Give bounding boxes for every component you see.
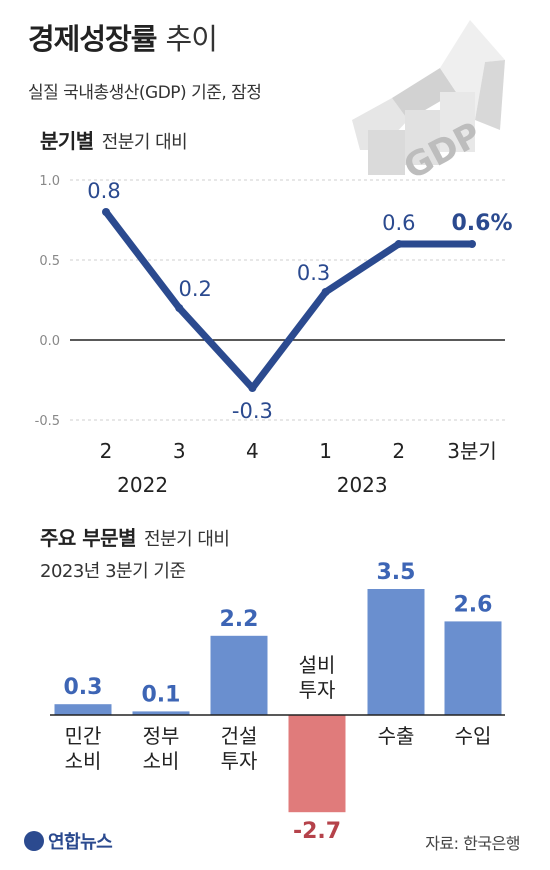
bar: [132, 711, 190, 715]
bar-chart-note: 전분기 대비: [143, 529, 230, 550]
year-label: 2023: [337, 473, 388, 497]
bar-chart-basis: 2023년 3분기 기준: [40, 561, 186, 582]
bar: [210, 635, 268, 715]
y-tick-label: 0.5: [39, 254, 60, 269]
footer-source: 자료: 한국은행: [425, 834, 520, 853]
data-label: 0.8: [87, 179, 120, 203]
title-suffix: 추이: [165, 22, 218, 56]
x-tick-label: 4: [246, 439, 259, 463]
bar: [54, 704, 112, 715]
line-chart-header: 분기별 전분기 대비: [40, 125, 188, 154]
data-label: 0.6: [382, 211, 415, 235]
data-point: [321, 288, 330, 296]
line-chart-title: 분기별: [40, 129, 94, 153]
category-label: 건설: [221, 724, 258, 748]
footer-logo: 연합뉴스: [24, 828, 113, 854]
category-label: 소비: [65, 749, 102, 773]
y-tick-label: -0.5: [35, 414, 60, 429]
category-label: 소비: [143, 749, 180, 773]
category-label: 수입: [455, 724, 492, 748]
bar-value-label: -2.7: [293, 819, 341, 844]
category-label: 정부: [143, 724, 180, 748]
x-tick-label: 1: [319, 439, 332, 463]
category-label: 투자: [299, 678, 336, 702]
data-point: [248, 384, 257, 392]
bar-chart-title: 주요 부문별: [40, 526, 136, 550]
series-line: [102, 208, 476, 392]
data-point: [102, 208, 110, 216]
title-text: 경제성장률: [28, 22, 157, 56]
year-label: 2022: [117, 473, 168, 497]
line-chart-note: 전분기 대비: [101, 132, 188, 153]
data-label: 0.3: [297, 261, 330, 285]
yonhap-logo-icon: [24, 831, 44, 851]
data-point: [175, 304, 184, 312]
category-label: 투자: [221, 749, 258, 773]
bar-value-label: 0.1: [142, 682, 181, 707]
bar-value-label: 2.6: [454, 592, 493, 617]
x-tick-label: 3분기: [447, 439, 497, 463]
bar: [444, 621, 502, 715]
bar-value-label: 2.2: [220, 607, 259, 632]
page-subtitle: 실질 국내총생산(GDP) 기준, 잠정: [28, 83, 262, 103]
bar-chart-header: 주요 부문별 전분기 대비: [40, 522, 230, 551]
bar-value-label: 0.3: [64, 675, 103, 700]
bar: [288, 715, 346, 813]
data-label: 0.2: [178, 277, 211, 301]
bar-value-label: 3.5: [377, 560, 416, 585]
category-label: 설비: [299, 653, 336, 677]
category-label: 수출: [378, 724, 415, 748]
data-point: [394, 240, 403, 248]
x-tick-label: 2: [392, 439, 405, 463]
footer-logo-text: 연합뉴스: [48, 832, 113, 853]
x-tick-label: 2: [100, 439, 113, 463]
data-label: -0.3: [232, 399, 273, 423]
y-tick-label: 1.0: [39, 174, 60, 189]
data-point: [468, 240, 476, 248]
y-tick-label: 0.0: [39, 334, 60, 349]
page-title: 경제성장률 추이: [28, 16, 218, 58]
bar: [367, 589, 425, 715]
data-label: 0.6%: [451, 211, 512, 236]
x-tick-label: 3: [173, 439, 186, 463]
category-label: 민간: [65, 724, 102, 748]
